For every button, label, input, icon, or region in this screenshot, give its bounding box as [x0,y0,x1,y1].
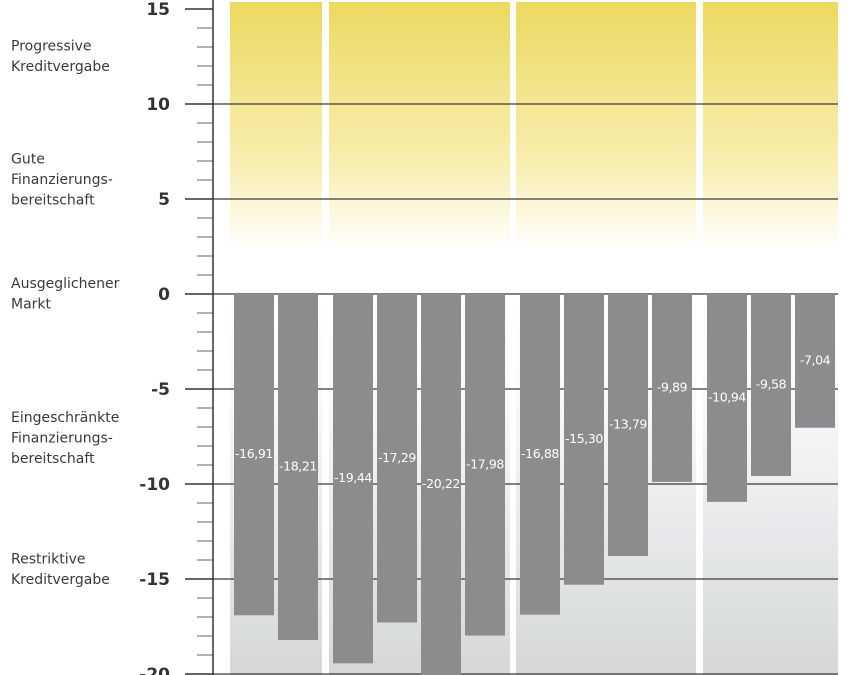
value-label: -20,22 [422,476,460,491]
zone-label: Kreditvergabe [11,572,110,588]
panel-upper [329,2,510,294]
y-tick-label: -15 [139,570,170,590]
value-label: -15,30 [565,431,603,446]
value-label: -13,79 [609,417,647,432]
bar [377,294,417,623]
y-axis: 15 10 5 0 -5 -10 -15 -20 [139,0,214,675]
value-label: -9,58 [756,377,787,392]
zone-label: Kreditvergabe [11,59,110,75]
zone-labels: Progressive Kreditvergabe Gute Finanzierung… [11,38,120,588]
bar [520,294,560,615]
y-tick-label: 0 [158,285,170,305]
zone-label: Restriktive [11,551,86,567]
value-label: -17,29 [378,450,416,465]
panel-upper [230,2,322,294]
bar [652,294,692,482]
value-label: -9,89 [657,379,688,394]
bar [751,294,791,477]
bar [465,294,505,636]
zone-label: Markt [11,296,52,312]
y-tick-label: -10 [139,475,170,495]
value-label: -19,44 [334,470,372,485]
bar [795,294,835,428]
y-tick-label: 5 [158,190,170,210]
zone-label: Gute [11,152,45,168]
panel-upper [516,2,696,294]
zone-label: Finanzierungs- [11,430,113,446]
zone-label: Ausgeglichener [11,276,120,292]
zone-label: Finanzierungs- [11,172,113,188]
bar [707,294,747,502]
value-label: -16,88 [521,446,559,461]
y-tick-label: 10 [146,95,170,115]
zone-label: Eingeschränkte [11,410,119,426]
y-tick-label: -20 [139,665,170,675]
value-label: -16,91 [235,446,273,461]
bar [234,294,274,616]
bars: -16,91 -18,21 -19,44 -17,29 -20,22 -17,98 -16,… [234,294,835,675]
bar [608,294,648,557]
value-label: -17,98 [466,456,504,471]
value-label: -7,04 [800,352,831,367]
zone-label: Progressive [11,38,92,54]
zone-label: bereitschaft [11,451,95,467]
bar [564,294,604,585]
y-tick-label: -5 [151,380,170,400]
value-label: -10,94 [708,389,746,404]
zone-label: bereitschaft [11,193,95,209]
y-tick-label: 15 [146,0,170,20]
value-label: -18,21 [279,458,317,473]
panel-upper [703,2,838,294]
bar [333,294,373,664]
bar [421,294,461,675]
bar [278,294,318,640]
